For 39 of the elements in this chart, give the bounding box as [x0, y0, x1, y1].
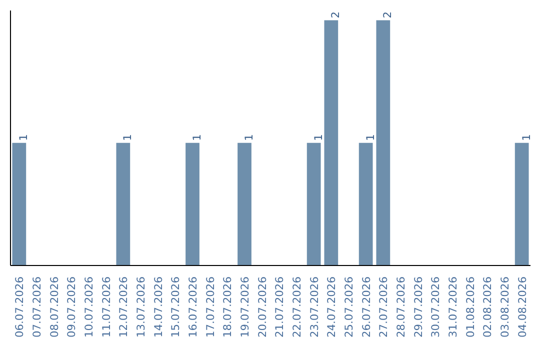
data-label: 2	[381, 12, 394, 18]
x-tick-label: 04.08.2026	[516, 276, 529, 338]
x-tick-label: 31.07.2026	[446, 276, 460, 338]
x-tick-label: 23.07.2026	[308, 276, 321, 338]
x-tick-label: 15.07.2026	[169, 276, 182, 338]
data-label: 2	[329, 12, 342, 18]
x-tick-label: 24.07.2026	[325, 276, 338, 338]
x-tick-label: 12.07.2026	[117, 276, 130, 338]
x-tick-label: 07.07.2026	[30, 276, 44, 338]
data-label: 1	[520, 134, 533, 141]
x-tick-label: 29.07.2026	[412, 276, 425, 338]
x-tick-label: 19.07.2026	[238, 276, 252, 338]
x-tick-label: 17.07.2026	[204, 276, 217, 338]
x-tick-label: 16.07.2026	[186, 276, 200, 338]
data-label: 1	[190, 134, 204, 141]
x-tick-label: 14.07.2026	[152, 276, 165, 338]
x-tick-label: 09.07.2026	[65, 276, 78, 338]
x-tick-label: 28.07.2026	[394, 276, 408, 338]
x-tick-label: 26.07.2026	[360, 276, 373, 338]
x-tick-label: 18.07.2026	[221, 276, 234, 338]
x-tick-label: 03.08.2026	[498, 276, 512, 338]
data-label: 1	[17, 134, 30, 141]
x-tick-label: 08.07.2026	[48, 276, 61, 338]
x-tick-label: 27.07.2026	[377, 276, 390, 338]
x-tick-label: 10.07.2026	[82, 276, 96, 338]
x-tick-label: 25.07.2026	[342, 276, 356, 338]
x-tick-label: 11.07.2026	[100, 276, 113, 338]
x-tick-label: 13.07.2026	[134, 276, 148, 338]
x-tick-label: 06.07.2026	[13, 276, 26, 338]
data-label: 1	[242, 134, 256, 141]
x-tick-label: 21.07.2026	[273, 276, 286, 338]
data-label: 1	[312, 134, 325, 141]
x-tick-label: 01.08.2026	[464, 276, 477, 338]
data-label: 1	[121, 134, 134, 141]
x-tick-label: 30.07.2026	[429, 276, 442, 338]
x-tick-label: 02.08.2026	[481, 276, 494, 338]
data-label: 1	[364, 134, 377, 141]
x-tick-label: 20.07.2026	[256, 276, 269, 338]
x-tick-label: 22.07.2026	[290, 276, 304, 338]
